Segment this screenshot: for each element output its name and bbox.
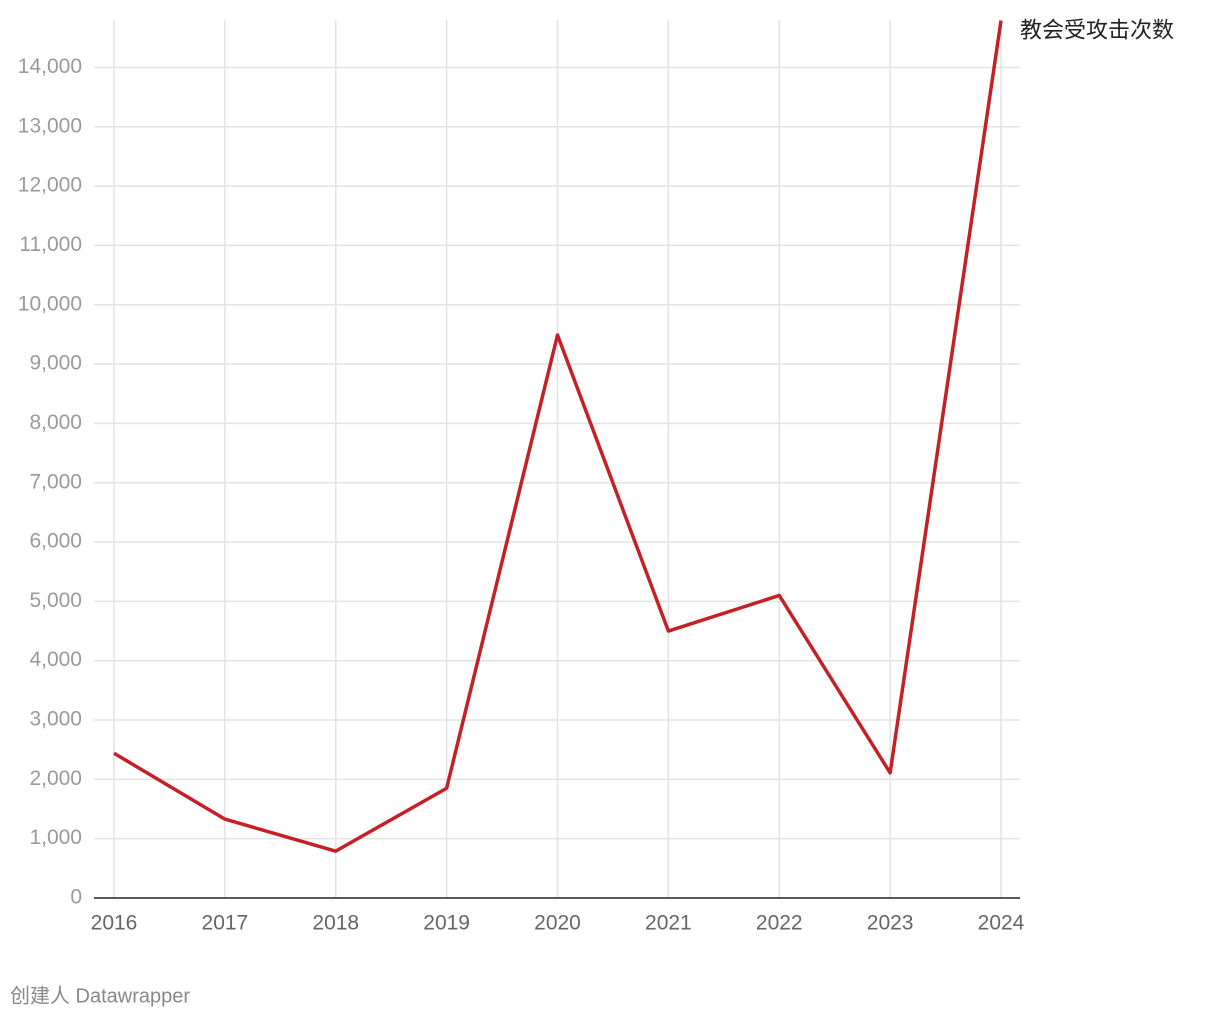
y-tick-label: 10,000 — [18, 292, 82, 315]
x-tick-label: 2020 — [534, 912, 581, 935]
y-tick-label: 2,000 — [29, 767, 82, 790]
y-tick-label: 0 — [70, 886, 82, 909]
series-line — [113, 20, 1003, 853]
y-tick-label: 14,000 — [18, 55, 82, 78]
x-tick-label: 2017 — [202, 912, 249, 935]
y-tick-label: 3,000 — [29, 708, 82, 731]
x-tick-label: 2019 — [423, 912, 470, 935]
y-tick-label: 9,000 — [29, 352, 82, 375]
y-tick-label: 11,000 — [19, 233, 82, 256]
y-tick-label: 6,000 — [29, 530, 82, 553]
y-tick-label: 5,000 — [29, 589, 82, 612]
y-tick-label: 1,000 — [29, 826, 82, 849]
x-tick-label: 2016 — [91, 912, 138, 935]
y-tick-label: 7,000 — [29, 470, 82, 493]
x-tick-label: 2018 — [312, 912, 359, 935]
y-tick-label: 12,000 — [18, 174, 82, 197]
x-tick-label: 2021 — [645, 912, 692, 935]
x-tick-label: 2022 — [756, 912, 803, 935]
y-tick-label: 8,000 — [29, 411, 82, 434]
series-label: 教会受攻击次数 — [1020, 17, 1174, 42]
x-tick-label: 2024 — [978, 912, 1025, 935]
x-tick-label: 2023 — [867, 912, 914, 935]
footer: 创建人 Datawrapper — [10, 984, 190, 1007]
y-tick-label: 4,000 — [29, 648, 82, 671]
y-tick-label: 13,000 — [18, 114, 82, 137]
